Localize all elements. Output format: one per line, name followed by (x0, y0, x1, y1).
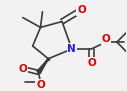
Text: O: O (77, 5, 86, 15)
Text: O: O (36, 80, 45, 90)
Polygon shape (37, 59, 48, 74)
Text: N: N (67, 44, 76, 54)
Text: O: O (102, 34, 110, 44)
Text: O: O (87, 58, 96, 68)
Text: O: O (19, 64, 27, 74)
